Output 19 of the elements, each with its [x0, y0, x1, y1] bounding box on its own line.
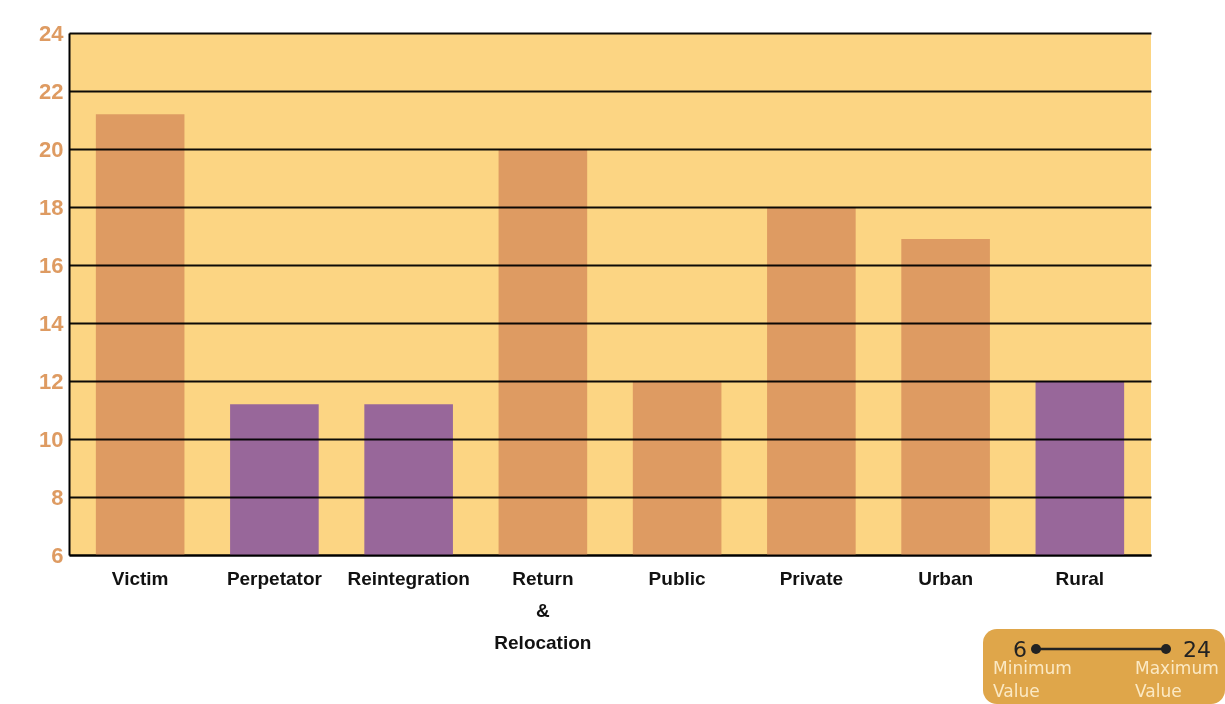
x-tick-label: Urban: [918, 567, 974, 589]
x-tick-label: Perpetator: [226, 567, 323, 589]
text: Minimum Value: [993, 657, 1073, 703]
x-tick-label: Rural: [1055, 567, 1105, 589]
x-tick-label: Return & Relocation: [494, 567, 592, 653]
y-tick-label: 14: [39, 310, 65, 336]
x-tick-label: Public: [648, 567, 707, 589]
y-tick-label: 20: [39, 136, 64, 162]
y-tick-label: 10: [39, 426, 64, 452]
x-tick-label: Victim: [111, 567, 169, 589]
y-tick-label: 6: [51, 542, 64, 568]
x-tick-label: Private: [779, 567, 844, 589]
y-tick-label: 22: [39, 78, 64, 104]
y-tick-label: 18: [39, 194, 64, 220]
y-tick-label: 24: [39, 20, 65, 46]
y-tick-label: 12: [39, 368, 64, 394]
y-tick-label: 8: [51, 484, 64, 510]
y-tick-label: 16: [39, 252, 64, 278]
x-tick-label: Reintegration: [347, 567, 470, 589]
